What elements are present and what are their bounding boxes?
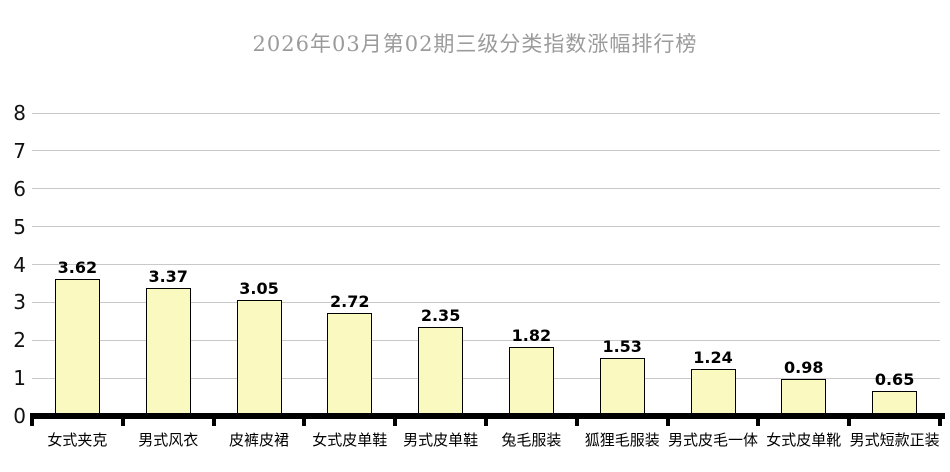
gridline	[32, 188, 940, 190]
x-axis-tick	[30, 413, 34, 426]
x-axis-category-label: 女式夹克	[47, 431, 108, 449]
x-axis-tick	[665, 413, 670, 426]
bar-value-label: 0.65	[874, 370, 915, 390]
y-axis-tick-label: 8	[13, 101, 26, 125]
x-axis-tick	[847, 413, 852, 426]
y-axis-tick-label: 3	[13, 290, 26, 315]
gridline	[32, 301, 940, 303]
y-axis-tick-label: 4	[13, 252, 26, 277]
bar	[508, 347, 554, 416]
x-axis-category-label: 皮裤皮裙	[228, 431, 289, 449]
y-axis-tick-label: 5	[13, 214, 26, 239]
gridline	[32, 150, 940, 152]
x-axis-category-label: 男式风衣	[138, 431, 199, 449]
gridline	[32, 112, 940, 114]
bar-value-label: 1.24	[693, 348, 733, 368]
gridline	[32, 264, 940, 265]
bar-value-label: 1.53	[602, 337, 642, 357]
gridline	[32, 226, 940, 228]
bar	[418, 326, 464, 416]
x-axis-tick	[211, 413, 216, 426]
bar-value-label: 0.98	[784, 357, 824, 377]
x-axis-category-label: 男式皮单鞋	[403, 431, 479, 449]
y-axis-tick-label: 0	[13, 404, 26, 428]
y-axis-tick-label: 2	[13, 328, 26, 353]
y-axis-tick-label: 1	[13, 366, 26, 391]
x-axis-category-label: 男式皮毛一体	[667, 431, 758, 449]
x-axis-tick	[120, 413, 125, 426]
y-axis-tick-label: 6	[13, 176, 26, 201]
x-axis-category-label: 女式皮单鞋	[312, 431, 388, 449]
x-axis-tick	[484, 413, 488, 426]
bar-value-label: 3.37	[148, 267, 188, 287]
x-axis-category-label: 男式短款正装	[849, 431, 940, 449]
x-axis-tick	[393, 413, 398, 426]
bar-value-label: 3.62	[57, 257, 98, 277]
bar-value-label: 3.05	[239, 279, 279, 299]
gridline	[32, 377, 940, 379]
x-axis-category-label: 狐狸毛服装	[584, 431, 660, 449]
x-axis-tick	[574, 413, 579, 426]
bar-value-label: 2.72	[330, 291, 370, 311]
bar	[690, 369, 736, 416]
x-axis-tick	[302, 413, 307, 426]
x-axis-category-label: 女式皮单靴	[766, 431, 842, 449]
x-axis-tick	[756, 413, 761, 426]
bar	[54, 278, 100, 416]
x-axis-category-label: 兔毛服装	[501, 431, 562, 449]
bar-value-label: 1.82	[511, 326, 552, 346]
bar	[599, 358, 645, 416]
x-axis-tick	[938, 413, 942, 426]
bar	[781, 378, 827, 416]
bar	[236, 300, 282, 416]
bar	[327, 312, 373, 416]
chart-title: 2026年03月第02期三级分类指数涨幅排行榜	[252, 32, 698, 56]
y-axis-tick-label: 7	[13, 138, 26, 163]
bar	[872, 391, 918, 416]
gridline	[32, 339, 940, 341]
bar	[145, 288, 191, 416]
bar-value-label: 2.35	[420, 305, 461, 325]
